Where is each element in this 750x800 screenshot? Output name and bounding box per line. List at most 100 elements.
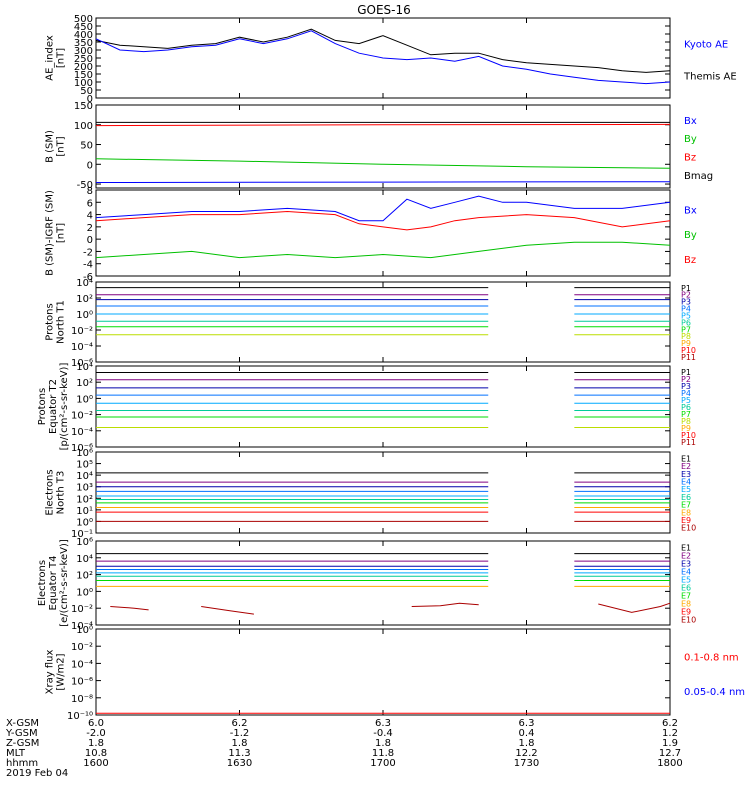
y-tick-label: 0 <box>87 160 93 171</box>
y-tick-label: 450 <box>74 22 93 33</box>
series-line <box>95 158 671 169</box>
legend-entry: P6 <box>681 403 691 412</box>
y-tick-label: 0 <box>87 235 93 246</box>
panel-frame <box>95 628 671 716</box>
y-tick-label: 10⁻⁴ <box>71 659 93 670</box>
x-row-value: 1.9 <box>662 738 678 749</box>
x-row-value: 11.3 <box>228 748 250 759</box>
x-row-value: 12.2 <box>515 748 537 759</box>
y-axis-label: [p/(cm²-s-sr-keV)] <box>59 363 70 451</box>
series-line <box>95 241 671 259</box>
legend-entry: E1 <box>681 544 691 553</box>
y-axis-label: B (SM) <box>45 130 56 163</box>
legend-entry: P8 <box>681 417 691 426</box>
y-tick-label: 10⁵ <box>76 460 93 471</box>
legend-entry: E1 <box>681 454 691 463</box>
legend-entry: By <box>684 230 697 241</box>
legend-entry: P3 <box>681 382 691 391</box>
panel-pn: 10⁻⁶ 10⁻⁴ 10⁻² 10⁰ 10² 10⁴ Protons North T1 P1P2… <box>45 278 697 369</box>
x-row-value: 1700 <box>370 758 395 769</box>
x-row-value: 10.8 <box>85 748 107 759</box>
legend-entry: E6 <box>681 584 691 593</box>
legend-entry: P5 <box>681 396 691 405</box>
y-tick-label: 250 <box>74 54 93 65</box>
y-tick-label: 10⁻¹ <box>71 529 93 540</box>
plot-title: GOES-16 <box>357 3 411 17</box>
series-line <box>411 602 479 607</box>
legend-entry: Bz <box>684 153 696 164</box>
legend-entry: Bx <box>684 206 697 217</box>
y-tick-label: 10⁴ <box>76 278 93 289</box>
series-line <box>110 606 149 611</box>
legend-entry: E6 <box>681 493 691 502</box>
y-tick-label: 500 <box>74 14 93 25</box>
x-row-value: -1.2 <box>230 728 250 739</box>
y-tick-label: 10⁰ <box>76 587 93 598</box>
x-row-value: 6.3 <box>375 718 391 729</box>
legend-entry: E9 <box>681 516 691 525</box>
y-tick-label: 10⁻⁴ <box>71 621 93 632</box>
x-row-value: 6.0 <box>88 718 104 729</box>
legend-entry: E2 <box>681 462 691 471</box>
x-row-value: 6.2 <box>232 718 248 729</box>
x-row-value: 12.7 <box>659 748 681 759</box>
x-row-label: Z-GSM <box>6 738 39 749</box>
y-tick-label: 10² <box>76 494 93 505</box>
legend-entry: 0.05-0.4 nm <box>684 687 745 698</box>
y-tick-label: -2 <box>83 247 93 258</box>
legend-entry: P10 <box>681 431 696 440</box>
y-tick-label: 150 <box>74 70 93 81</box>
y-tick-label: 10⁻² <box>71 604 93 615</box>
legend-entry: P3 <box>681 298 691 307</box>
date-label: 2019 Feb 04 <box>6 768 68 779</box>
series-line <box>598 602 671 613</box>
y-tick-label: 10⁻⁸ <box>71 694 93 705</box>
legend-entry: E2 <box>681 552 691 561</box>
y-tick-label: 4 <box>87 211 93 222</box>
y-tick-label: 10² <box>76 378 93 389</box>
legend-entry: E3 <box>681 560 691 569</box>
y-axis-label: Protons <box>45 303 56 340</box>
y-tick-label: 10⁴ <box>76 554 93 565</box>
legend-entry: P4 <box>681 389 691 398</box>
y-tick-label: 10⁻⁶ <box>71 677 93 688</box>
y-axis-label: Electrons <box>37 560 48 606</box>
y-tick-label: 10¹ <box>76 506 93 517</box>
y-tick-label: 350 <box>74 38 93 49</box>
legend-entry: P1 <box>681 284 691 293</box>
y-tick-label: 10⁻² <box>71 326 93 337</box>
legend-entry: Bx <box>684 116 697 127</box>
legend-entry: P7 <box>681 410 691 419</box>
y-axis-label: North T1 <box>56 300 67 344</box>
legend-entry: By <box>684 134 697 145</box>
y-tick-label: 10⁻⁴ <box>71 427 93 438</box>
y-tick-label: 10⁻⁶ <box>71 443 93 454</box>
x-row-label: Y-GSM <box>5 728 38 739</box>
x-row-value: 6.3 <box>519 718 535 729</box>
y-tick-label: 8 <box>87 186 93 197</box>
x-row-value: 1.8 <box>232 738 248 749</box>
y-tick-label: 10⁰ <box>76 517 93 528</box>
x-row-value: 1630 <box>227 758 252 769</box>
y-tick-label: 10² <box>76 571 93 582</box>
panel-frame <box>95 281 671 363</box>
x-row-value: 1.8 <box>519 738 535 749</box>
legend-entry: P9 <box>681 339 691 348</box>
y-tick-label: 100 <box>74 78 93 89</box>
x-row-value: 1800 <box>657 758 682 769</box>
legend-entry: P1 <box>681 368 691 377</box>
legend-entry: P6 <box>681 318 691 327</box>
legend-entry: E8 <box>681 600 691 609</box>
legend-entry: E5 <box>681 485 691 494</box>
y-tick-label: 10⁻¹⁰ <box>67 711 93 722</box>
x-row-value: 6.2 <box>662 718 678 729</box>
panel-xray: 10⁻¹⁰ 10⁻⁸ 10⁻⁶ 10⁻⁴ 10⁻² 10⁰ Xray flux [W/m2] 0… <box>45 625 746 722</box>
y-axis-label: AE_index <box>45 35 56 81</box>
y-axis-label: [nT] <box>56 136 67 156</box>
y-tick-label: 50 <box>80 86 93 97</box>
legend-entry: Bmag <box>684 171 713 182</box>
panel-frame <box>95 104 671 189</box>
x-row-value: 0.4 <box>519 728 535 739</box>
